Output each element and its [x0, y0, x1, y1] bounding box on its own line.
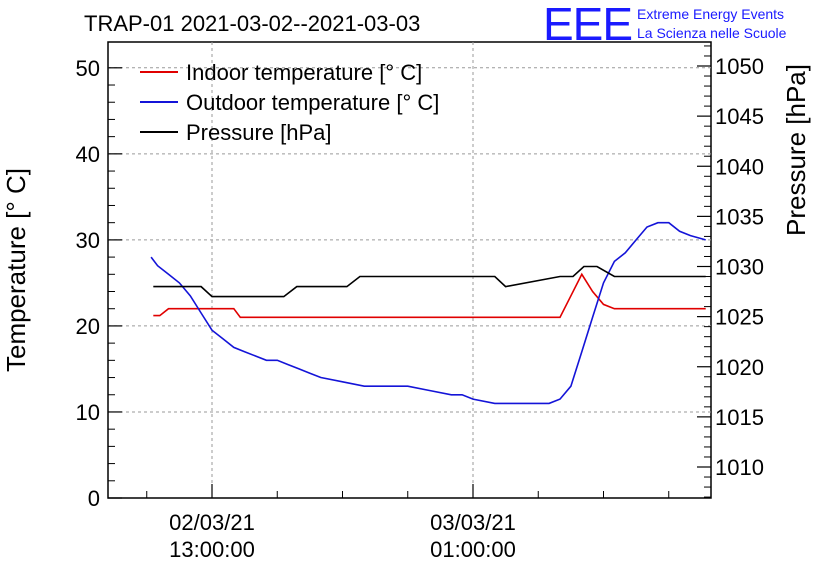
legend-label-pressure: Pressure [hPa] [186, 120, 332, 145]
legend-label-indoor: Indoor temperature [° C] [186, 60, 422, 85]
left-axis: 0 10 20 30 40 50 [76, 56, 122, 511]
y-tick-label: 50 [76, 56, 100, 81]
series-layer [150, 221, 706, 405]
series-line-indoor [153, 272, 706, 319]
y2-tick-label: 1030 [715, 255, 764, 280]
x-tick-date: 02/03/21 [169, 510, 255, 535]
plot-frame [107, 41, 712, 499]
eee-logo-line1: Extreme Energy Events [637, 6, 784, 22]
right-axis: 1010 1015 1020 1025 1030 1035 1040 1045 1050 [697, 45, 764, 498]
x-tick-time: 13:00:00 [169, 537, 255, 562]
y2-tick-label: 1015 [715, 405, 764, 430]
y2-tick-label: 1045 [715, 104, 764, 129]
y-tick-label: 10 [76, 400, 100, 425]
eee-logo-mark: EEE [543, 0, 632, 50]
x-tick-time: 01:00:00 [430, 537, 516, 562]
legend: Indoor temperature [° C] Outdoor tempera… [140, 60, 439, 145]
y-tick-label: 30 [76, 228, 100, 253]
y2-tick-label: 1050 [715, 54, 764, 79]
y-tick-label: 0 [88, 486, 100, 511]
y2-tick-label: 1035 [715, 204, 764, 229]
y2-tick-label: 1040 [715, 154, 764, 179]
legend-label-outdoor: Outdoor temperature [° C] [186, 90, 439, 115]
x-tick-date: 03/03/21 [430, 510, 516, 535]
y-tick-label: 20 [76, 314, 100, 339]
y2-tick-label: 1010 [715, 455, 764, 480]
series-line-pressure [153, 265, 706, 298]
series-line-outdoor [150, 221, 706, 405]
grid [108, 42, 711, 498]
eee-logo: EEE Extreme Energy Events La Scienza nel… [543, 0, 787, 50]
chart-title: TRAP-01 2021-03-02--2021-03-03 [84, 11, 420, 36]
y-tick-label: 40 [76, 142, 100, 167]
eee-logo-line2: La Scienza nelle Scuole [637, 25, 787, 41]
y2-tick-label: 1025 [715, 305, 764, 330]
y2-axis-title: Pressure [hPa] [781, 64, 811, 236]
y2-tick-label: 1020 [715, 355, 764, 380]
y-axis-title: Temperature [° C] [1, 168, 31, 372]
